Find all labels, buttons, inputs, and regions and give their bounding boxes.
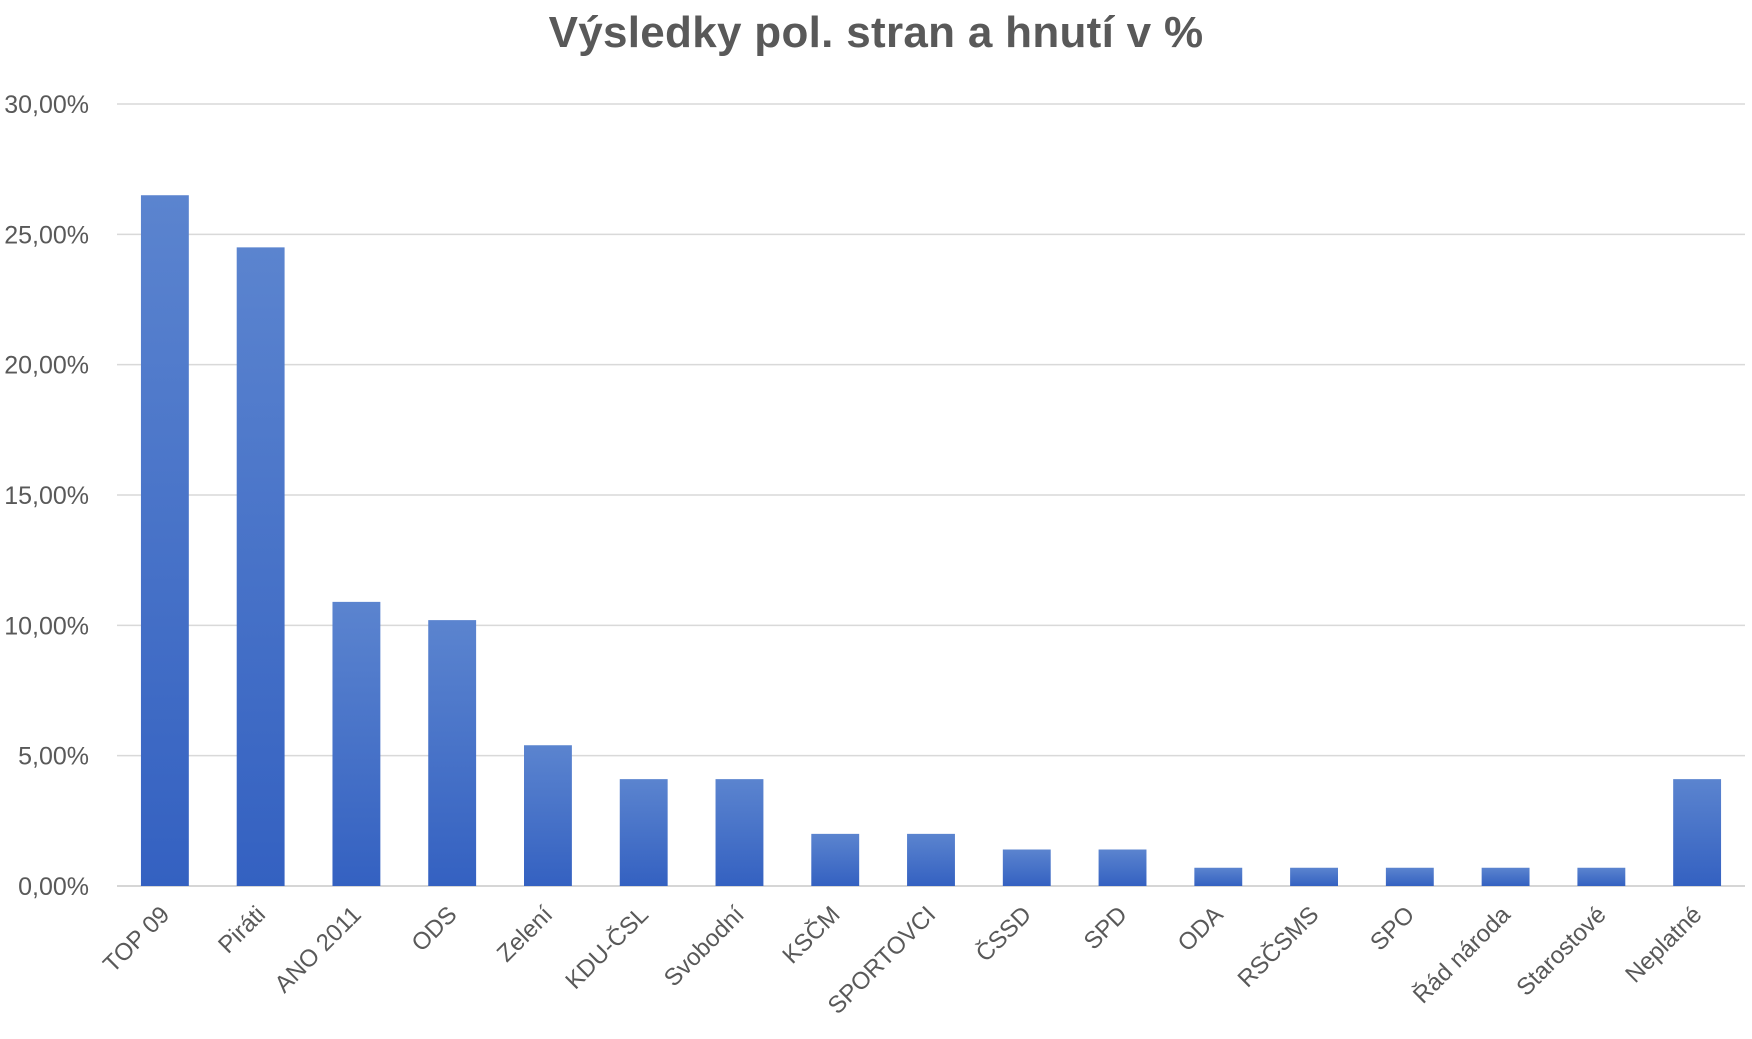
x-tick-label: ODA	[1173, 901, 1229, 957]
x-tick-label: KSČM	[777, 900, 846, 969]
y-tick-label: 0,00%	[18, 873, 89, 901]
y-tick-label: 10,00%	[4, 612, 89, 640]
bar	[524, 745, 572, 886]
x-tick-label: ODS	[407, 901, 463, 957]
y-tick-label: 15,00%	[4, 482, 89, 510]
x-tick-label: SPO	[1365, 901, 1420, 956]
y-axis-tick-labels: 0,00% 5,00% 10,00% 15,00% 20,00% 25,00% 30,00%	[4, 91, 89, 901]
x-tick-label: RSČSMS	[1232, 900, 1324, 992]
x-tick-label: ANO 2011	[270, 901, 367, 998]
bar	[1098, 849, 1147, 886]
bar	[1002, 849, 1051, 886]
x-tick-label: ČSSD	[970, 900, 1037, 967]
y-tick-label: 30,00%	[4, 91, 89, 119]
bar	[332, 601, 381, 886]
bars	[140, 195, 1722, 886]
x-tick-label: Starostové	[1511, 901, 1611, 1001]
x-tick-label: KDU-ČSL	[560, 900, 654, 994]
y-tick-label: 5,00%	[18, 743, 89, 771]
x-tick-label: TOP 09	[98, 901, 175, 978]
x-tick-label: Zelení	[492, 901, 558, 967]
x-tick-label: SPD	[1079, 901, 1133, 955]
x-tick-label: Piráti	[213, 901, 271, 959]
bar	[140, 195, 189, 886]
bar	[236, 247, 285, 886]
bar	[811, 833, 860, 886]
bar	[1385, 867, 1434, 886]
bar	[1577, 867, 1626, 886]
x-tick-label: Řád národa	[1408, 901, 1516, 1009]
y-tick-label: 25,00%	[4, 221, 89, 249]
bar	[907, 833, 955, 886]
y-tick-label: 20,00%	[4, 352, 89, 380]
bar	[1481, 867, 1530, 886]
bar	[1194, 867, 1243, 886]
x-tick-label: Neplatné	[1620, 901, 1707, 988]
chart-title: Výsledky pol. stran a hnutí v %	[548, 8, 1204, 57]
gridlines	[117, 103, 1745, 887]
bar	[1673, 779, 1722, 886]
x-tick-label: Svobodní	[659, 901, 750, 992]
bar	[715, 779, 764, 886]
bar	[619, 779, 668, 886]
bar	[428, 620, 477, 886]
bar	[1290, 867, 1338, 886]
